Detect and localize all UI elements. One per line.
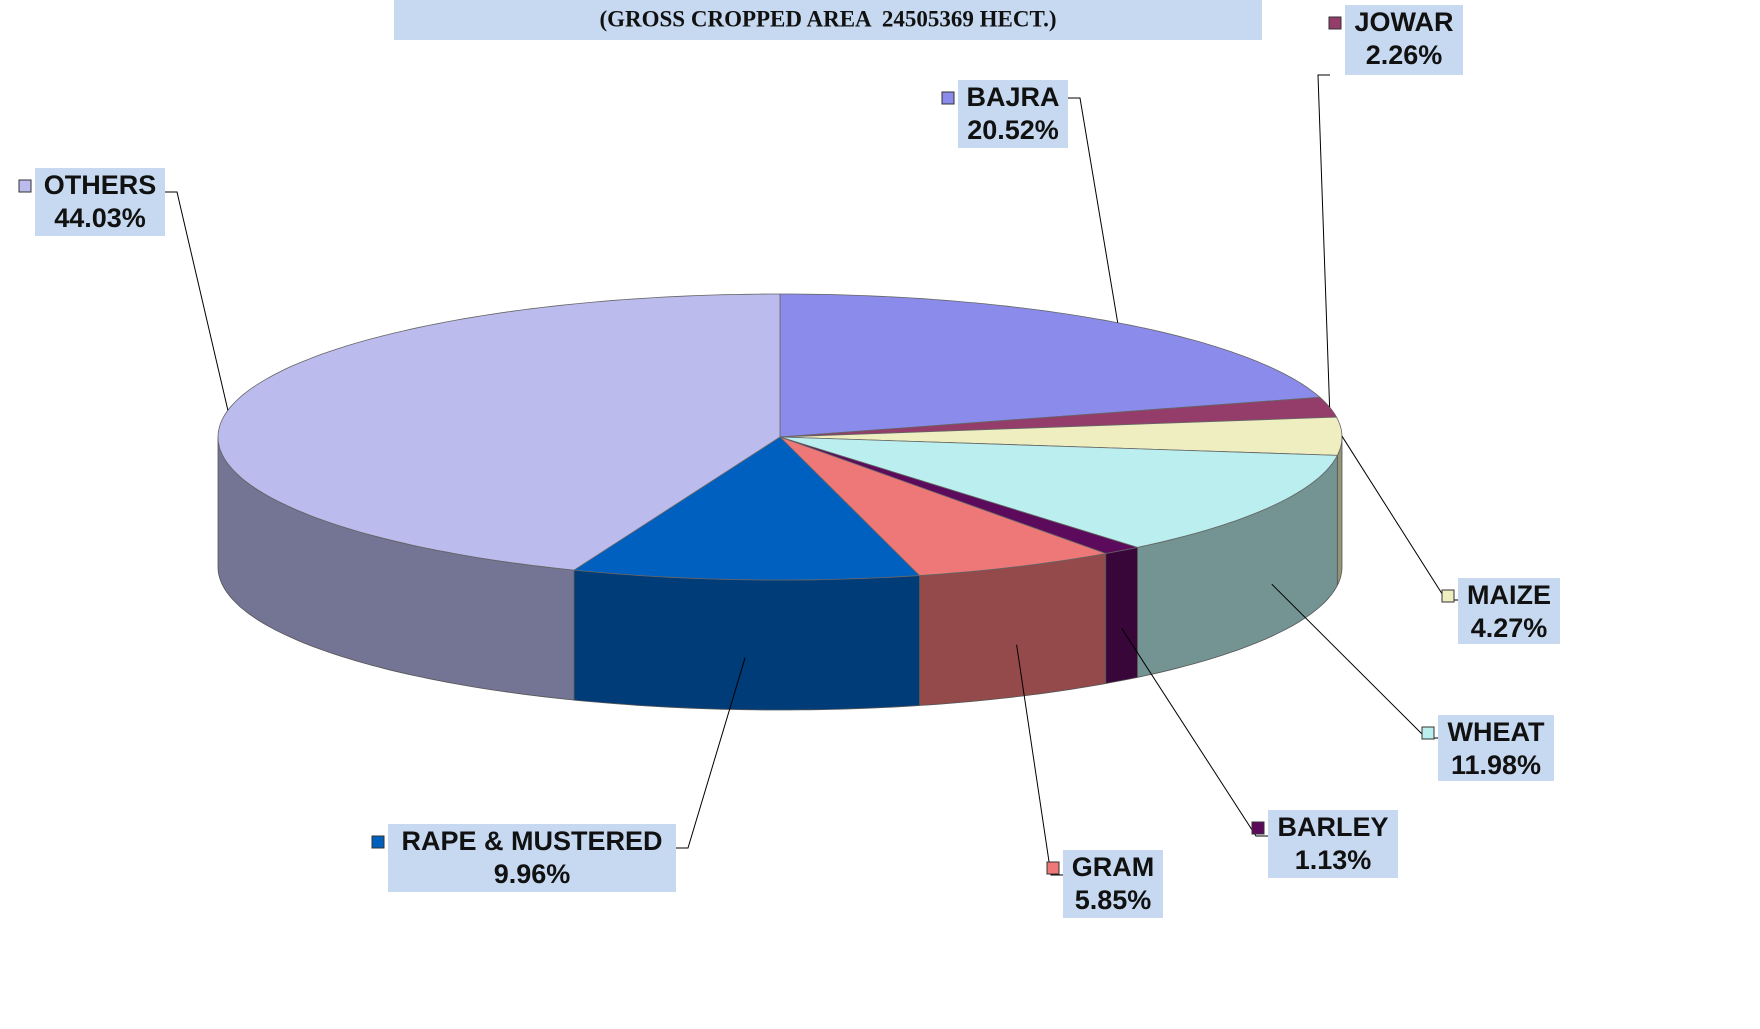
slice-side <box>1105 546 1138 684</box>
legend-swatch <box>1046 861 1060 875</box>
slice <box>779 293 1321 438</box>
category-label: RAPE & MUSTERED <box>401 826 662 856</box>
value-label: 4.27% <box>1471 613 1548 643</box>
category-label: BAJRA <box>966 82 1059 112</box>
category-label: WHEAT <box>1448 717 1545 747</box>
label-box <box>1345 5 1463 75</box>
value-label: 5.85% <box>1075 885 1152 915</box>
legend-swatch <box>371 835 385 849</box>
legend-swatch <box>1441 589 1455 603</box>
slice-side <box>573 569 920 711</box>
slice <box>779 436 1338 548</box>
legend-swatch <box>1421 726 1435 740</box>
value-label: 1.13% <box>1295 845 1372 875</box>
legend-swatch <box>18 179 32 193</box>
chart-title: (GROSS CROPPED AREA 24505369 HECT.) <box>599 6 1056 31</box>
label-box <box>1458 578 1560 644</box>
legend-swatch <box>941 91 955 105</box>
value-label: 11.98% <box>1451 750 1541 780</box>
leader-line <box>1121 628 1268 837</box>
leader-line <box>1068 97 1119 323</box>
value-label: 9.96% <box>494 859 571 889</box>
label-box <box>1063 850 1163 918</box>
value-label: 44.03% <box>54 203 146 233</box>
label-box <box>388 824 676 892</box>
slice <box>572 436 921 581</box>
leader-line <box>1016 644 1063 876</box>
category-label: MAIZE <box>1467 580 1551 610</box>
title-box <box>394 0 1262 40</box>
legend-swatch <box>1328 16 1342 30</box>
leader-line <box>1341 435 1458 601</box>
label-box <box>1438 715 1554 781</box>
category-label: JOWAR <box>1354 7 1453 37</box>
legend-swatch <box>1251 821 1265 835</box>
value-label: 20.52% <box>967 115 1059 145</box>
label-box <box>958 80 1068 148</box>
slice-side <box>1336 436 1343 586</box>
value-label: 2.26% <box>1366 40 1443 70</box>
slice <box>779 436 1108 576</box>
category-label: BARLEY <box>1277 812 1388 842</box>
label-box <box>1268 810 1398 878</box>
category-label: OTHERS <box>44 170 157 200</box>
leader-line <box>165 191 229 411</box>
category-label: GRAM <box>1072 852 1155 882</box>
label-box <box>35 168 165 236</box>
leader-line <box>676 657 746 849</box>
slice-side <box>919 553 1107 706</box>
leader-line <box>1317 74 1331 408</box>
